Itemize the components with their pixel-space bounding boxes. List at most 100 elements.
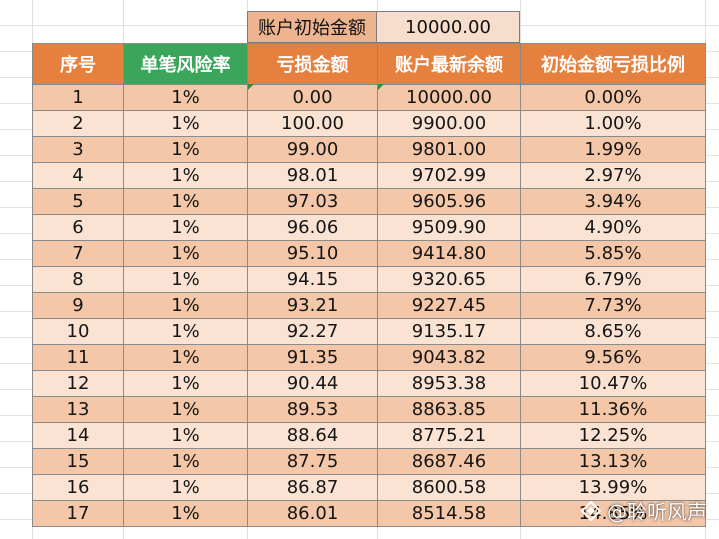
- cell-latest-balance[interactable]: 8514.58: [377, 500, 521, 527]
- cell-loss-ratio[interactable]: 2.97%: [520, 162, 706, 189]
- cell-latest-balance[interactable]: 9320.65: [377, 266, 521, 293]
- cell-loss-amount[interactable]: 97.03: [247, 188, 378, 215]
- cell-loss-amount[interactable]: 98.01: [247, 162, 378, 189]
- cell-latest-balance[interactable]: 9414.80: [377, 240, 521, 267]
- cell-risk-rate[interactable]: 1%: [123, 396, 248, 423]
- cell-index[interactable]: 7: [32, 240, 124, 267]
- header-latest-balance[interactable]: 账户最新余额: [377, 43, 521, 85]
- cell-index[interactable]: 1: [32, 84, 124, 111]
- cell-risk-rate[interactable]: 1%: [123, 292, 248, 319]
- cell-risk-rate[interactable]: 1%: [123, 500, 248, 527]
- cell-loss-ratio[interactable]: 9.56%: [520, 344, 706, 371]
- cell-index[interactable]: 15: [32, 448, 124, 475]
- cell-risk-rate[interactable]: 1%: [123, 240, 248, 267]
- cell-loss-ratio[interactable]: 4.90%: [520, 214, 706, 241]
- cell-loss-amount[interactable]: 93.21: [247, 292, 378, 319]
- cell-loss-amount[interactable]: 86.87: [247, 474, 378, 501]
- loss-table: 序号 单笔风险率 亏损金额 账户最新余额 初始金额亏损比例 1 1% 0.00 100…: [32, 43, 706, 527]
- cell-risk-rate[interactable]: 1%: [123, 318, 248, 345]
- cell-loss-ratio[interactable]: 3.94%: [520, 188, 706, 215]
- cell-latest-balance[interactable]: 8863.85: [377, 396, 521, 423]
- cell-risk-rate[interactable]: 1%: [123, 344, 248, 371]
- cell-index[interactable]: 10: [32, 318, 124, 345]
- cell-loss-ratio[interactable]: 13.99%: [520, 474, 706, 501]
- cell-index[interactable]: 2: [32, 110, 124, 137]
- cell-index[interactable]: 16: [32, 474, 124, 501]
- cell-index[interactable]: 4: [32, 162, 124, 189]
- cell-index[interactable]: 13: [32, 396, 124, 423]
- cell-risk-rate[interactable]: 1%: [123, 188, 248, 215]
- cell-latest-balance[interactable]: 9801.00: [377, 136, 521, 163]
- cell-loss-amount[interactable]: 100.00: [247, 110, 378, 137]
- cell-latest-balance[interactable]: 9043.82: [377, 344, 521, 371]
- cell-index[interactable]: 8: [32, 266, 124, 293]
- cell-loss-ratio[interactable]: 14.85%: [520, 500, 706, 527]
- header-loss-amount[interactable]: 亏损金额: [247, 43, 378, 85]
- header-loss-ratio[interactable]: 初始金额亏损比例: [520, 43, 706, 85]
- cell-latest-balance[interactable]: 8600.58: [377, 474, 521, 501]
- cell-index[interactable]: 5: [32, 188, 124, 215]
- header-index[interactable]: 序号: [32, 43, 124, 85]
- cell-latest-balance[interactable]: 9227.45: [377, 292, 521, 319]
- cell-loss-amount[interactable]: 0.00: [247, 84, 378, 111]
- cell-latest-balance[interactable]: 9509.90: [377, 214, 521, 241]
- table-row: 4 1% 98.01 9702.99 2.97%: [32, 162, 706, 189]
- cell-loss-amount[interactable]: 86.01: [247, 500, 378, 527]
- cell-index[interactable]: 9: [32, 292, 124, 319]
- cell-loss-ratio[interactable]: 11.36%: [520, 396, 706, 423]
- cell-index[interactable]: 6: [32, 214, 124, 241]
- cell-loss-ratio[interactable]: 10.47%: [520, 370, 706, 397]
- cell-index[interactable]: 11: [32, 344, 124, 371]
- cell-risk-rate[interactable]: 1%: [123, 474, 248, 501]
- cell-loss-amount[interactable]: 90.44: [247, 370, 378, 397]
- cell-latest-balance[interactable]: 9605.96: [377, 188, 521, 215]
- cell-loss-amount[interactable]: 92.27: [247, 318, 378, 345]
- cell-loss-amount[interactable]: 87.75: [247, 448, 378, 475]
- table-body: 1 1% 0.00 10000.00 0.00% 2 1% 100.00 9900.00 1.00…: [32, 84, 706, 527]
- cell-latest-balance[interactable]: 9702.99: [377, 162, 521, 189]
- table-row: 14 1% 88.64 8775.21 12.25%: [32, 422, 706, 449]
- cell-loss-amount[interactable]: 99.00: [247, 136, 378, 163]
- cell-loss-amount[interactable]: 94.15: [247, 266, 378, 293]
- cell-latest-balance[interactable]: 10000.00: [377, 84, 521, 111]
- cell-risk-rate[interactable]: 1%: [123, 448, 248, 475]
- cell-loss-ratio[interactable]: 6.79%: [520, 266, 706, 293]
- cell-risk-rate[interactable]: 1%: [123, 422, 248, 449]
- cell-latest-balance[interactable]: 8953.38: [377, 370, 521, 397]
- cell-risk-rate[interactable]: 1%: [123, 370, 248, 397]
- header-risk-rate[interactable]: 单笔风险率: [123, 43, 248, 85]
- cell-index[interactable]: 3: [32, 136, 124, 163]
- cell-risk-rate[interactable]: 1%: [123, 266, 248, 293]
- cell-loss-ratio[interactable]: 13.13%: [520, 448, 706, 475]
- cell-risk-rate[interactable]: 1%: [123, 214, 248, 241]
- cell-latest-balance[interactable]: 9135.17: [377, 318, 521, 345]
- cell-risk-rate[interactable]: 1%: [123, 136, 248, 163]
- cell-index[interactable]: 17: [32, 500, 124, 527]
- cell-loss-ratio[interactable]: 12.25%: [520, 422, 706, 449]
- initial-amount-label[interactable]: 账户初始金额: [247, 11, 377, 43]
- cell-loss-ratio[interactable]: 1.00%: [520, 110, 706, 137]
- cell-loss-amount[interactable]: 96.06: [247, 214, 378, 241]
- cell-index[interactable]: 12: [32, 370, 124, 397]
- cell-loss-ratio[interactable]: 5.85%: [520, 240, 706, 267]
- cell-loss-amount[interactable]: 91.35: [247, 344, 378, 371]
- table-row: 6 1% 96.06 9509.90 4.90%: [32, 214, 706, 241]
- initial-amount-value[interactable]: 10000.00: [377, 11, 520, 43]
- cell-loss-ratio[interactable]: 7.73%: [520, 292, 706, 319]
- cell-loss-ratio[interactable]: 1.99%: [520, 136, 706, 163]
- cell-loss-ratio[interactable]: 8.65%: [520, 318, 706, 345]
- cell-latest-balance[interactable]: 9900.00: [377, 110, 521, 137]
- table-row: 10 1% 92.27 9135.17 8.65%: [32, 318, 706, 345]
- cell-latest-balance[interactable]: 8775.21: [377, 422, 521, 449]
- diamond-logo-icon: [581, 500, 601, 521]
- cell-risk-rate[interactable]: 1%: [123, 84, 248, 111]
- cell-loss-amount[interactable]: 89.53: [247, 396, 378, 423]
- cell-risk-rate[interactable]: 1%: [123, 110, 248, 137]
- cell-loss-ratio[interactable]: 0.00%: [520, 84, 706, 111]
- table-row: 16 1% 86.87 8600.58 13.99%: [32, 474, 706, 501]
- cell-latest-balance[interactable]: 8687.46: [377, 448, 521, 475]
- cell-loss-amount[interactable]: 88.64: [247, 422, 378, 449]
- cell-loss-amount[interactable]: 95.10: [247, 240, 378, 267]
- cell-risk-rate[interactable]: 1%: [123, 162, 248, 189]
- cell-index[interactable]: 14: [32, 422, 124, 449]
